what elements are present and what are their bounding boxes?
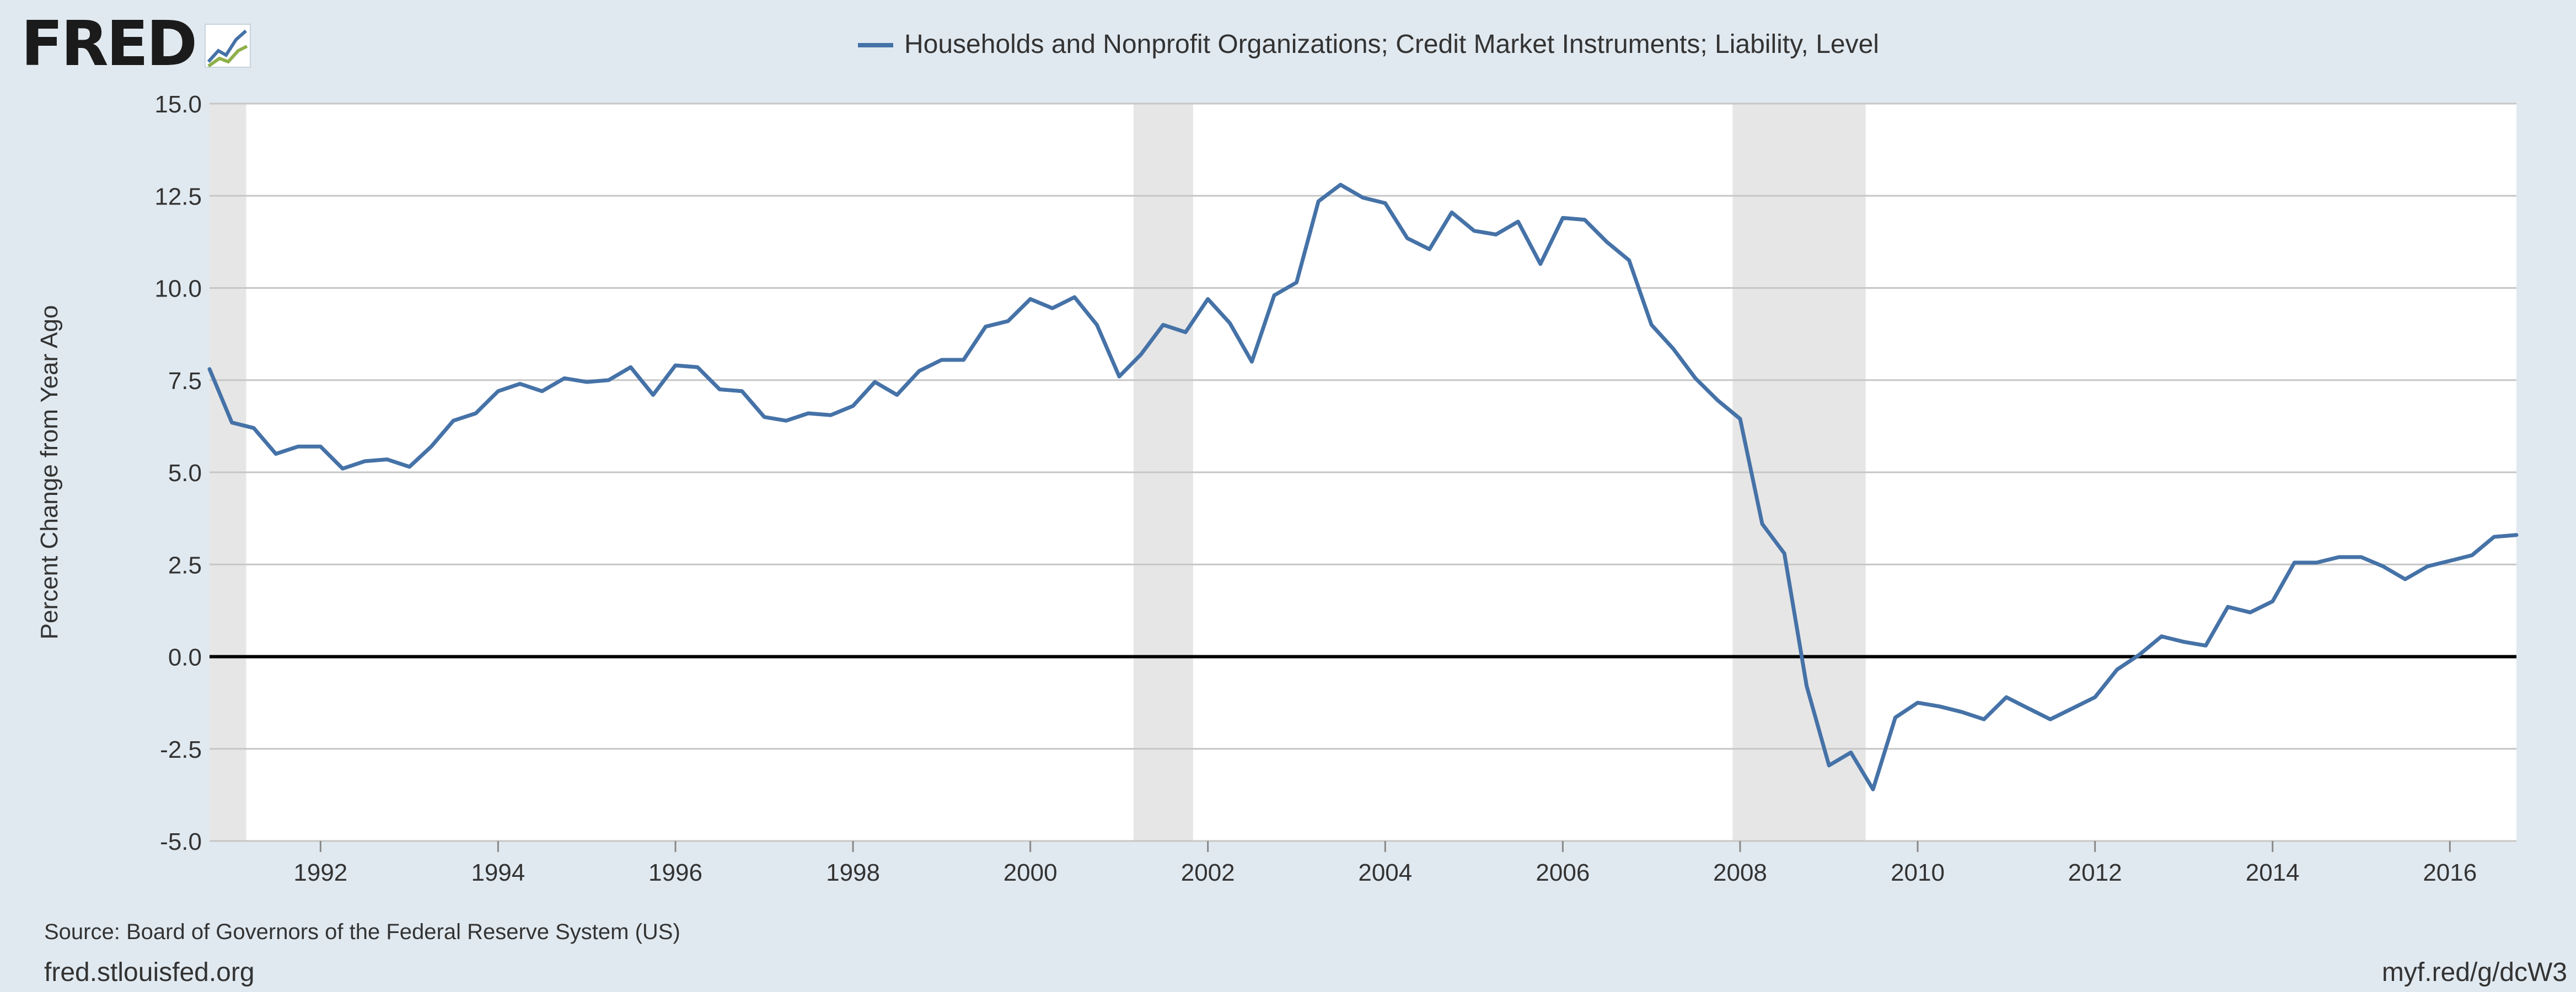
source-note: Source: Board of Governors of the Federa… [44, 920, 680, 944]
x-axis-ticks: 1992 1994 1996 1998 2000 2002 2004 2006 2008 2010… [293, 841, 2477, 886]
x-tick-label: 2004 [1358, 859, 1412, 886]
site-link[interactable]: fred.stlouisfed.org [44, 958, 255, 987]
x-tick-label: 1994 [471, 859, 525, 886]
x-tick-label: 2002 [1181, 859, 1235, 886]
y-tick-label: 2.5 [168, 552, 202, 579]
y-tick-label: 5.0 [168, 460, 202, 487]
series-layer [207, 182, 2519, 791]
x-tick-label: 2006 [1536, 859, 1590, 886]
legend-series-label: Households and Nonprofit Organizations; … [904, 30, 1879, 59]
x-tick-label: 2014 [2246, 859, 2300, 886]
x-tick-label: 2008 [1713, 859, 1767, 886]
fred-logo[interactable]: FRED [21, 8, 251, 80]
y-tick-label: -5.0 [160, 828, 202, 855]
x-tick-label: 2000 [1003, 859, 1058, 886]
x-tick-label: 2010 [1891, 859, 1945, 886]
x-tick-label: 1996 [648, 859, 702, 886]
y-tick-label: 7.5 [168, 368, 202, 395]
y-tick-label: 15.0 [154, 91, 202, 118]
y-tick-label: -2.5 [160, 736, 202, 763]
series-line-1 [207, 182, 2519, 791]
y-tick-label: 10.0 [154, 276, 202, 303]
fred-chart-icon [205, 24, 251, 68]
y-axis-label: Percent Change from Year Ago [36, 305, 63, 640]
fred-logo-text: FRED [21, 8, 195, 80]
x-tick-label: 2012 [2068, 859, 2122, 886]
legend: Households and Nonprofit Organizations; … [858, 30, 1879, 59]
y-tick-label: 0.0 [168, 644, 202, 671]
x-tick-label: 1998 [826, 859, 880, 886]
x-tick-label: 2016 [2423, 859, 2477, 886]
y-tick-label: 12.5 [154, 183, 202, 210]
short-link[interactable]: myf.red/g/dcW3 [2382, 958, 2567, 987]
x-tick-label: 1992 [293, 859, 347, 886]
y-axis-ticks: -5.0 -2.5 0.0 2.5 5.0 7.5 10.0 12.5 15.0 [154, 91, 202, 855]
